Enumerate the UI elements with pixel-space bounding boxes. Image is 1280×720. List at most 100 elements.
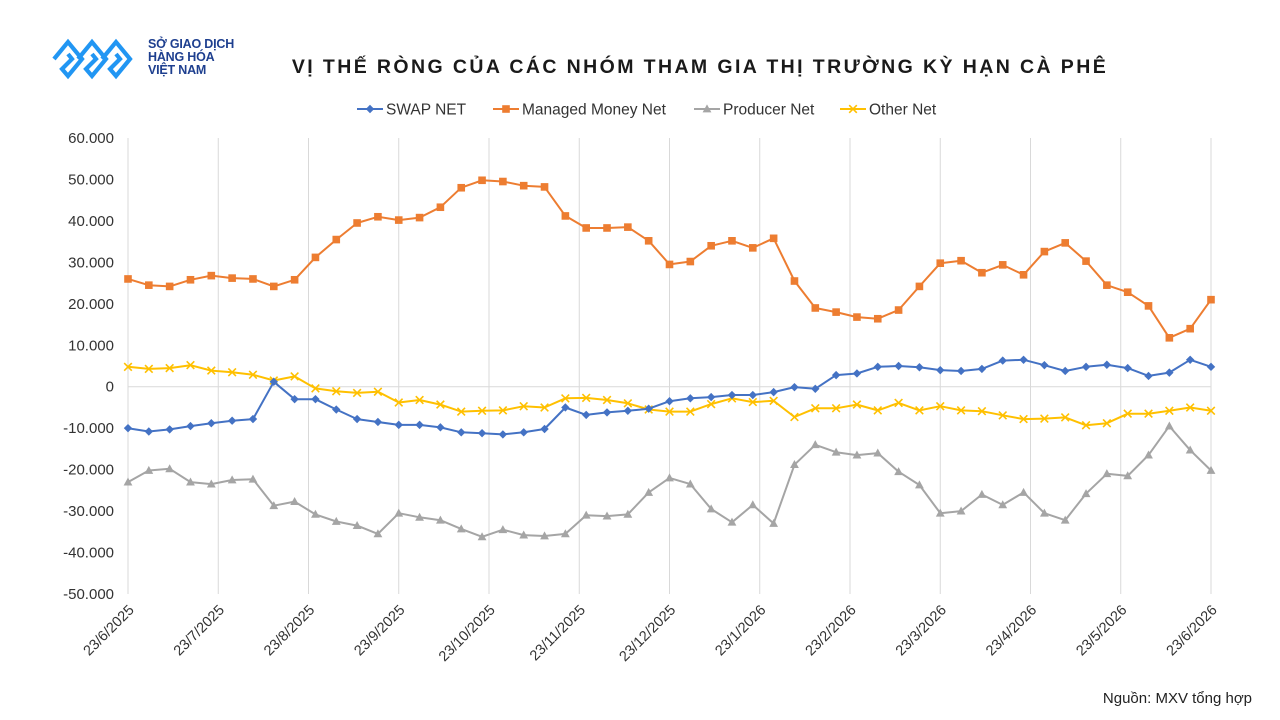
data-point — [456, 407, 466, 416]
data-point — [290, 371, 299, 381]
legend: SWAP NET Managed Money Net Producer Net Oth… — [357, 102, 937, 119]
data-point — [519, 428, 528, 437]
data-point — [706, 504, 716, 513]
data-point — [624, 223, 632, 231]
data-point — [977, 364, 987, 374]
data-point — [144, 427, 154, 436]
data-point — [290, 394, 299, 404]
data-point — [852, 369, 862, 378]
series-swap-net — [123, 355, 1216, 439]
data-point — [1164, 421, 1174, 430]
data-point — [894, 398, 903, 408]
data-point — [332, 405, 341, 414]
data-point — [623, 398, 633, 408]
data-point — [1102, 469, 1112, 478]
data-point — [373, 387, 383, 397]
data-point — [915, 282, 924, 291]
legend-marker — [848, 104, 858, 114]
data-point — [144, 465, 154, 474]
data-point — [165, 282, 174, 291]
axis-layer: 23/6/2025 23/7/2025 23/8/2025 23/9/2025 23/1… — [63, 130, 1220, 665]
data-point — [540, 531, 549, 540]
data-point — [1185, 445, 1195, 454]
legend-marker — [502, 105, 510, 113]
data-point — [1123, 363, 1132, 373]
y-tick-label: -20.000 — [63, 462, 114, 479]
data-point — [394, 398, 404, 407]
data-point — [894, 467, 903, 476]
data-point — [936, 259, 945, 267]
data-point — [1019, 355, 1028, 364]
data-point — [1207, 295, 1215, 304]
data-point — [311, 253, 320, 262]
data-point — [1144, 450, 1153, 459]
data-point — [894, 361, 903, 371]
data-point — [269, 501, 279, 510]
data-point — [519, 401, 529, 411]
data-point — [1061, 239, 1070, 247]
data-point — [352, 414, 362, 424]
data-point — [998, 356, 1007, 365]
data-point — [248, 370, 258, 380]
x-tick-label: 23/9/2025 — [351, 602, 408, 659]
legend-marker — [702, 104, 712, 113]
data-point — [499, 177, 507, 186]
x-tick-label: 23/11/2025 — [527, 602, 589, 664]
data-point — [560, 529, 570, 538]
data-point — [373, 529, 383, 538]
data-point — [498, 525, 508, 534]
data-point — [1019, 487, 1028, 496]
data-point — [331, 386, 341, 396]
data-point — [415, 512, 424, 521]
data-point — [311, 509, 320, 518]
data-point — [602, 408, 612, 417]
data-point — [1185, 403, 1195, 412]
logo-line-2: HÀNG HÓA — [148, 50, 215, 64]
data-point — [144, 364, 154, 374]
data-point — [602, 395, 612, 405]
data-point — [1186, 324, 1194, 333]
data-point — [853, 313, 861, 321]
data-point — [1123, 471, 1133, 480]
data-point — [706, 399, 716, 409]
data-point — [519, 181, 528, 190]
y-tick-label: 50.000 — [68, 171, 114, 188]
data-point — [269, 377, 278, 386]
legend-item: Managed Money Net — [493, 102, 667, 119]
data-point — [186, 421, 195, 431]
x-tick-label: 23/5/2026 — [1073, 602, 1130, 659]
y-tick-label: 60.000 — [68, 130, 114, 147]
data-point — [478, 176, 486, 185]
data-point — [623, 406, 633, 415]
chart-title: VỊ THẾ RÒNG CỦA CÁC NHÓM THAM GIA THỊ TR… — [291, 56, 1109, 78]
data-point — [477, 406, 487, 416]
data-point — [561, 403, 570, 412]
legend-item: Other Net — [840, 102, 937, 119]
data-point — [831, 403, 841, 413]
data-point — [1123, 288, 1132, 297]
y-tick-label: 20.000 — [68, 296, 114, 313]
data-point — [436, 515, 445, 524]
data-point — [894, 306, 903, 314]
data-point — [227, 367, 237, 377]
data-point — [436, 423, 445, 432]
data-point — [311, 384, 320, 393]
x-tick-label: 23/2/2026 — [803, 602, 860, 659]
data-point — [748, 390, 758, 400]
data-point — [873, 448, 883, 457]
data-point — [124, 275, 132, 283]
y-tick-label: 40.000 — [68, 213, 114, 230]
legend-label: Managed Money Net — [522, 102, 667, 119]
data-point — [206, 479, 216, 488]
data-point — [1060, 515, 1070, 524]
data-point — [228, 274, 236, 282]
data-point — [769, 387, 778, 397]
data-point — [1081, 420, 1091, 430]
data-point — [1206, 406, 1216, 416]
data-point — [685, 479, 695, 488]
data-point — [1102, 418, 1112, 428]
data-point — [831, 370, 841, 380]
data-point — [873, 314, 882, 323]
data-point — [1019, 271, 1028, 279]
data-point — [956, 405, 966, 415]
